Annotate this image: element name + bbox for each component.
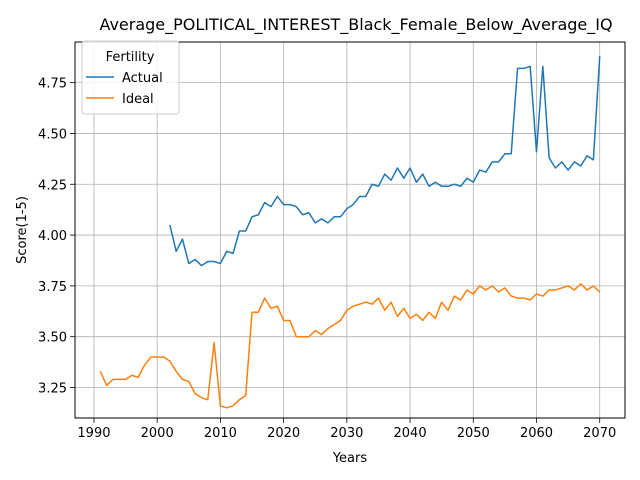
series-line-actual — [169, 56, 601, 267]
y-tick-label: 4.50 — [38, 127, 67, 142]
y-tick-label: 4.00 — [38, 229, 67, 244]
x-tick-label: 2030 — [330, 426, 363, 441]
x-axis-label: Years — [332, 451, 368, 466]
gridlines — [75, 42, 625, 418]
y-tick-label: 4.75 — [38, 77, 67, 92]
x-tick-label: 2010 — [204, 426, 237, 441]
x-tick-label: 2020 — [267, 426, 300, 441]
x-tick-label: 2060 — [520, 426, 553, 441]
x-tick-label: 2040 — [394, 426, 427, 441]
y-tick-label: 3.50 — [38, 331, 67, 346]
chart-title: Average_POLITICAL_INTEREST_Black_Female_… — [99, 15, 612, 35]
x-tick-label: 2050 — [457, 426, 490, 441]
x-tick-label: 1990 — [77, 426, 110, 441]
legend-label-actual: Actual — [122, 71, 163, 86]
plot-frame — [74, 41, 626, 419]
legend-label-ideal: Ideal — [122, 92, 154, 107]
x-tick-label: 2000 — [141, 426, 174, 441]
y-tick-label: 3.75 — [38, 280, 67, 295]
y-tick-label: 4.25 — [38, 178, 67, 193]
x-tick-label: 2070 — [583, 426, 616, 441]
legend-box — [81, 40, 180, 115]
series-lines — [99, 56, 601, 409]
legend-title: Fertility — [106, 50, 155, 65]
series-line-ideal — [99, 283, 601, 409]
y-axis-label: Score(1-5) — [15, 196, 30, 264]
y-tick-label: 3.25 — [38, 382, 67, 397]
legend: Fertility Actual Ideal — [81, 40, 180, 115]
axis-ticks: 1990 2000 2010 2020 2030 2040 2050 2060 2070 3.25… — [38, 77, 616, 441]
